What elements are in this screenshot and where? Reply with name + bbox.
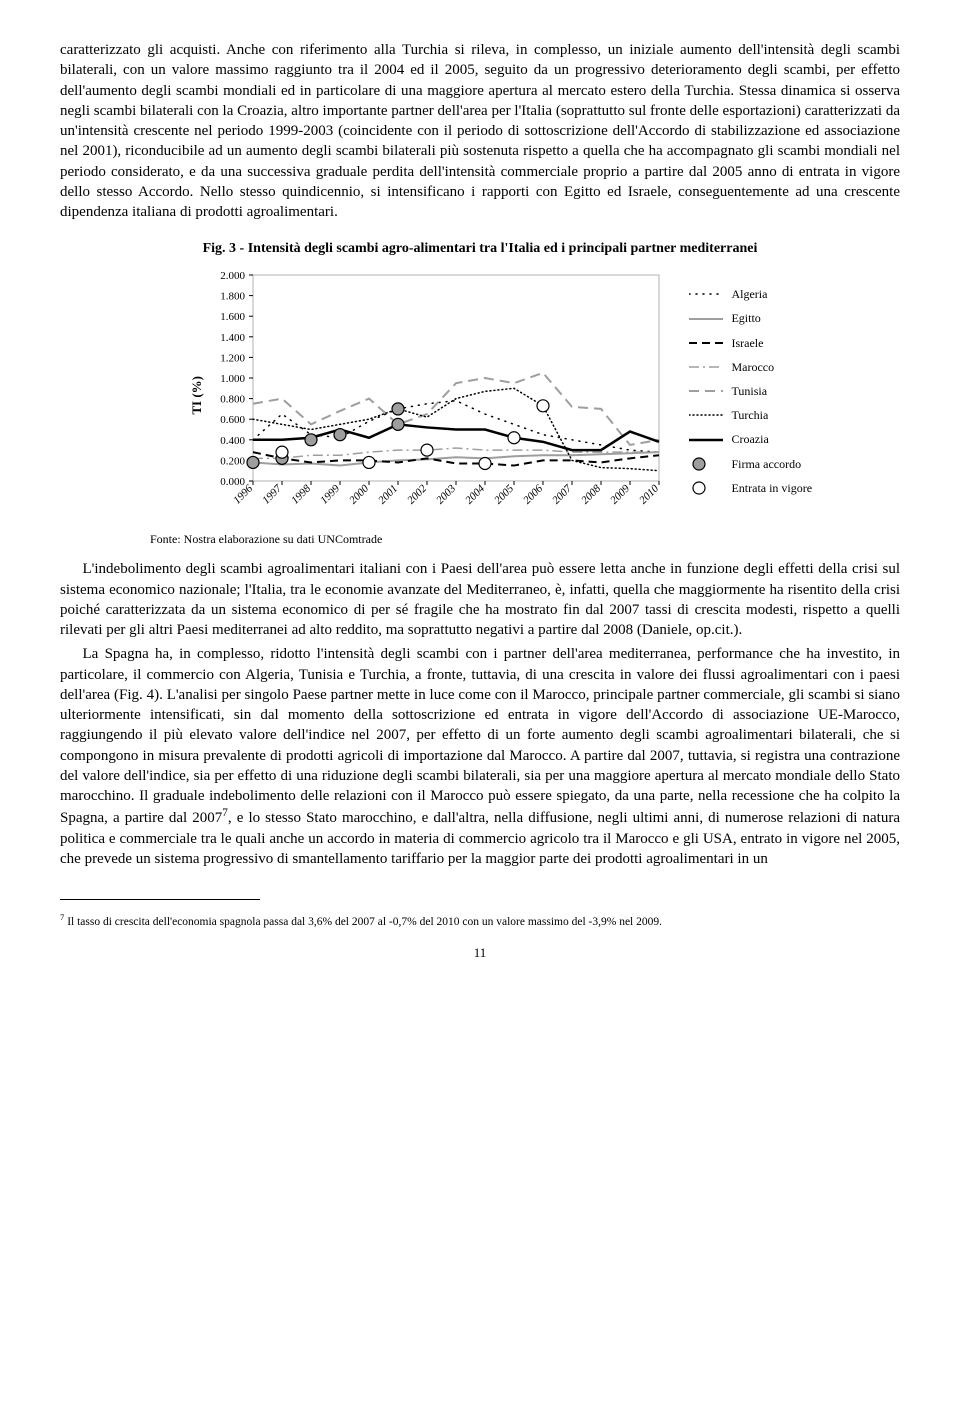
- svg-text:2006: 2006: [522, 482, 546, 506]
- svg-text:2.000: 2.000: [221, 270, 246, 282]
- svg-text:2001: 2001: [377, 483, 401, 507]
- chart-title: Fig. 3 - Intensità degli scambi agro-ali…: [60, 240, 900, 259]
- footnote-text: Il tasso di crescita dell'economia spagn…: [64, 915, 662, 927]
- svg-text:1.400: 1.400: [221, 332, 246, 344]
- footnote-separator: [60, 899, 260, 900]
- legend-item: Egitto: [689, 310, 812, 326]
- svg-text:1.200: 1.200: [221, 353, 246, 365]
- legend-item: Marocco: [689, 359, 812, 375]
- svg-text:2009: 2009: [609, 482, 633, 506]
- svg-text:2005: 2005: [493, 482, 517, 506]
- svg-text:2004: 2004: [464, 482, 488, 506]
- svg-text:0.600: 0.600: [221, 414, 246, 426]
- chart-ylabel: TI (%): [188, 376, 206, 415]
- paragraph-2b-pre: La Spagna ha, in complesso, ridotto l'in…: [60, 646, 900, 826]
- svg-text:1997: 1997: [261, 482, 285, 506]
- legend-item: Turchia: [689, 407, 812, 423]
- svg-text:1999: 1999: [319, 482, 343, 506]
- legend-item: Croazia: [689, 431, 812, 447]
- legend-item: Entrata in vigore: [689, 480, 812, 496]
- legend-item: Israele: [689, 335, 812, 351]
- svg-text:1.000: 1.000: [221, 373, 246, 385]
- svg-text:2010: 2010: [638, 482, 662, 506]
- svg-text:2002: 2002: [406, 482, 430, 506]
- svg-text:0.400: 0.400: [221, 435, 246, 447]
- chart-legend: Algeria Egitto Israele Marocco Tunisia Turchi…: [689, 286, 812, 504]
- chart-source: Fonte: Nostra elaborazione su dati UNCom…: [150, 531, 900, 547]
- footnote-7: 7 Il tasso di crescita dell'economia spa…: [60, 912, 900, 930]
- svg-text:0.800: 0.800: [221, 394, 246, 406]
- paragraph-1: caratterizzato gli acquisti. Anche con r…: [60, 40, 900, 222]
- legend-item: Tunisia: [689, 383, 812, 399]
- legend-item: Algeria: [689, 286, 812, 302]
- paragraph-2a: L'indebolimento degli scambi agroaliment…: [60, 559, 900, 640]
- svg-text:1998: 1998: [290, 482, 314, 506]
- legend-item: Firma accordo: [689, 456, 812, 472]
- svg-text:2000: 2000: [348, 482, 372, 506]
- svg-text:1.600: 1.600: [221, 311, 246, 323]
- line-chart: 0.0000.2000.4000.6000.8001.0001.2001.400…: [209, 265, 669, 525]
- paragraph-2b: La Spagna ha, in complesso, ridotto l'in…: [60, 644, 900, 869]
- svg-text:2003: 2003: [435, 482, 459, 506]
- svg-text:1.800: 1.800: [221, 291, 246, 303]
- figure-3: Fig. 3 - Intensità degli scambi agro-ali…: [60, 240, 900, 547]
- svg-text:2008: 2008: [580, 482, 604, 506]
- page-number: 11: [60, 944, 900, 962]
- svg-text:2007: 2007: [551, 482, 575, 506]
- svg-text:0.200: 0.200: [221, 456, 246, 468]
